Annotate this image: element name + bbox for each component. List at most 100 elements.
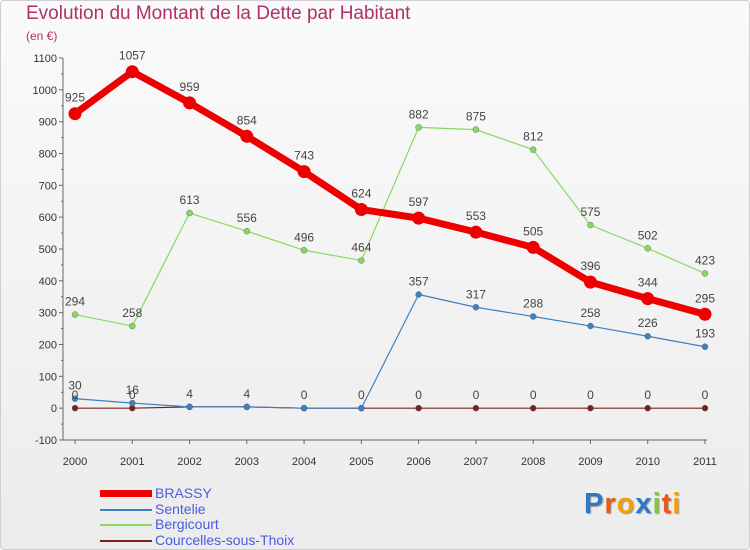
data-point: [129, 322, 136, 330]
legend-label: BRASSY: [155, 485, 212, 501]
data-point: [71, 311, 79, 318]
series-line-courcelles-sous-thoix: [74, 406, 706, 409]
x-tick-label: 2000: [63, 456, 87, 468]
x-tick-label: 2004: [292, 456, 316, 468]
data-label: 812: [523, 130, 543, 144]
data-point: [415, 404, 422, 412]
x-tick-label: 2008: [521, 456, 545, 468]
data-label: 575: [580, 205, 600, 219]
data-label: 505: [523, 224, 543, 238]
data-label: 0: [530, 388, 537, 402]
data-label: 193: [695, 327, 715, 341]
data-point: [698, 307, 712, 321]
data-label: 0: [644, 388, 651, 402]
legend-swatch: [100, 539, 152, 542]
y-tick-label: 600: [39, 212, 57, 224]
data-point: [415, 124, 422, 131]
data-label: 0: [702, 388, 709, 402]
data-point: [125, 65, 139, 79]
proxiti-logo[interactable]: Proxiti: [584, 488, 681, 521]
data-label: 624: [351, 187, 371, 201]
data-point: [529, 404, 537, 412]
data-point: [701, 270, 709, 277]
x-tick-label: 2003: [235, 456, 259, 468]
data-label: 0: [473, 388, 480, 402]
legend-swatch: [100, 524, 152, 526]
data-label: 925: [65, 91, 85, 105]
data-label: 0: [72, 388, 79, 402]
data-point: [243, 227, 251, 235]
data-point: [587, 322, 594, 330]
logo-letter: i: [672, 488, 682, 520]
logo-letter: t: [661, 488, 673, 520]
data-point: [472, 404, 480, 412]
data-label: 317: [466, 287, 486, 301]
data-point: [583, 275, 597, 289]
x-tick-label: 2001: [120, 456, 144, 468]
data-label: 0: [587, 388, 594, 402]
legend-label: Sentelie: [155, 500, 206, 517]
data-label: 0: [301, 388, 308, 402]
data-label: 0: [129, 388, 136, 402]
data-point: [243, 403, 251, 411]
data-label: 875: [466, 110, 486, 124]
data-label: 496: [294, 230, 314, 244]
data-label: 464: [351, 240, 371, 254]
legend-swatch: [100, 508, 152, 511]
y-tick-label: 900: [39, 117, 57, 129]
x-tick-label: 2006: [406, 456, 430, 468]
data-label: 4: [243, 387, 250, 401]
y-tick-label: 200: [39, 340, 57, 352]
data-point: [644, 333, 651, 340]
data-point: [644, 245, 651, 252]
data-label: 613: [180, 193, 200, 207]
series-line-sentelie: [74, 293, 706, 409]
series-line-brassy: [71, 68, 709, 318]
data-label: 854: [237, 113, 257, 127]
data-label: 357: [409, 275, 429, 289]
data-point: [644, 404, 651, 412]
y-tick-label: 800: [39, 149, 57, 161]
x-tick-label: 2002: [177, 456, 201, 468]
data-point: [71, 395, 79, 402]
x-tick-label: 2009: [578, 456, 602, 468]
data-label: 423: [695, 254, 715, 268]
data-point: [529, 313, 537, 320]
x-tick-label: 2007: [464, 456, 488, 468]
logo-letter: x: [635, 488, 653, 520]
data-point: [358, 404, 365, 412]
data-point: [526, 240, 540, 254]
legend-label: Bergicourt: [155, 516, 219, 532]
legend-swatch: [100, 490, 152, 497]
data-label: 258: [580, 306, 600, 320]
data-point: [240, 129, 254, 143]
data-point: [186, 403, 193, 411]
logo-letter: r: [604, 488, 617, 520]
data-label: 16: [126, 383, 140, 397]
y-tick-label: 1100: [33, 53, 57, 65]
data-label: 396: [580, 259, 600, 273]
data-point: [183, 96, 197, 110]
data-label: 1057: [119, 49, 146, 63]
data-point: [358, 257, 365, 264]
data-label: 743: [294, 149, 314, 163]
data-label: 556: [237, 211, 257, 225]
series-line-bergicourt: [74, 126, 706, 327]
data-point: [412, 211, 426, 225]
data-point: [469, 225, 483, 239]
data-label: 959: [180, 80, 200, 94]
data-point: [354, 203, 368, 217]
data-point: [701, 404, 709, 412]
data-point: [587, 404, 594, 412]
y-tick-label: 100: [39, 371, 57, 383]
data-point: [701, 343, 709, 350]
data-point: [529, 146, 537, 153]
y-tick-label: -100: [35, 435, 57, 447]
data-point: [71, 404, 79, 412]
data-point: [587, 221, 594, 229]
y-tick-label: 300: [39, 308, 57, 320]
logo-letter: i: [652, 488, 662, 520]
x-tick-label: 2011: [693, 456, 717, 468]
data-label: 597: [409, 195, 429, 209]
